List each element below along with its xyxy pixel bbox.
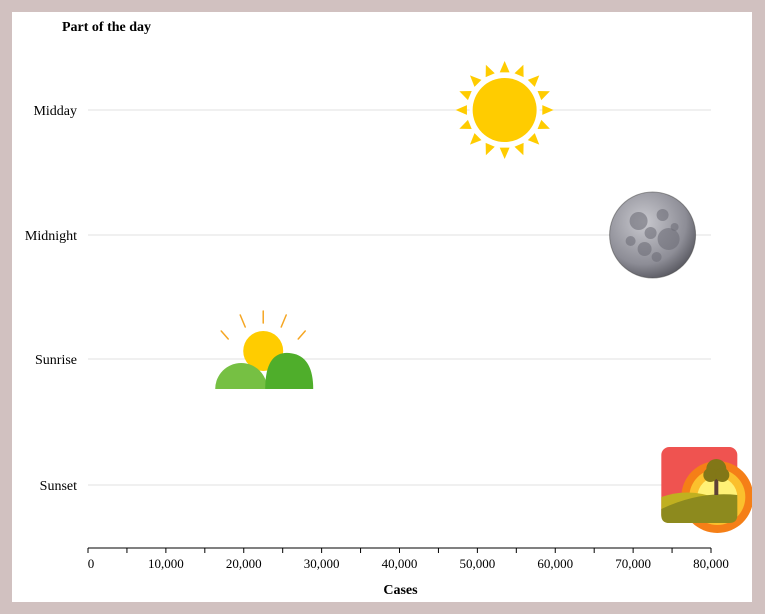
category-label: Sunrise xyxy=(35,353,77,368)
x-tick-label: 40,000 xyxy=(382,556,418,571)
x-axis-title: Cases xyxy=(383,583,418,598)
x-tick-label: 80,000 xyxy=(693,556,729,571)
data-points xyxy=(215,61,752,533)
x-tick-label: 10,000 xyxy=(148,556,184,571)
sunrise-icon xyxy=(215,310,314,389)
x-axis: 0 10,000 20,000 30,000 40,000 50,000 60,000 70,… xyxy=(87,547,729,571)
chart-frame: Part of the day Midday Midnight Sunrise Sun… xyxy=(12,12,752,602)
x-tick-label: 0 xyxy=(88,556,95,571)
y-axis-title: Part of the day xyxy=(62,20,151,35)
category-label: Sunset xyxy=(40,479,77,494)
x-tick-label: 60,000 xyxy=(537,556,573,571)
sunset-icon xyxy=(661,447,752,533)
x-tick-label: 20,000 xyxy=(226,556,262,571)
category-label: Midnight xyxy=(25,229,77,244)
x-tick-label: 70,000 xyxy=(615,556,651,571)
x-tick-label: 50,000 xyxy=(460,556,496,571)
moon-icon xyxy=(609,191,697,279)
grid-lines xyxy=(88,109,711,486)
x-tick-label: 30,000 xyxy=(304,556,340,571)
category-labels: Midday Midnight Sunrise Sunset xyxy=(25,104,77,494)
chart: Part of the day Midday Midnight Sunrise Sun… xyxy=(25,20,752,598)
sun-icon xyxy=(455,61,554,159)
category-label: Midday xyxy=(33,104,77,119)
